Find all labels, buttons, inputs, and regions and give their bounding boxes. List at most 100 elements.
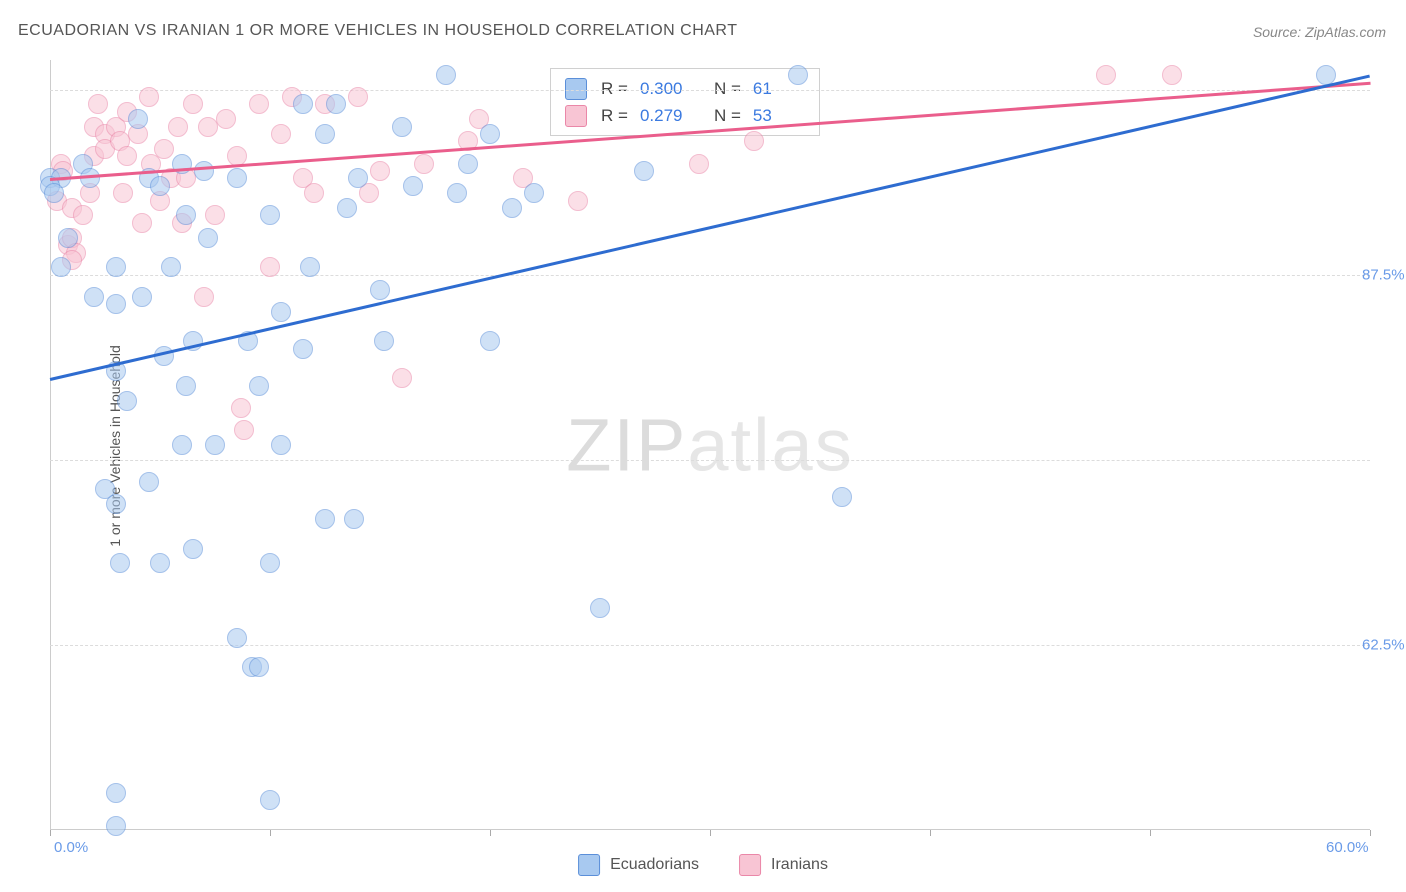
data-point: [271, 302, 291, 322]
data-point: [370, 161, 390, 181]
data-point: [348, 87, 368, 107]
data-point: [183, 539, 203, 559]
x-tick-label: 0.0%: [54, 839, 88, 856]
data-point: [80, 168, 100, 188]
gridline: [50, 460, 1370, 461]
data-point: [117, 391, 137, 411]
data-point: [227, 628, 247, 648]
data-point: [414, 154, 434, 174]
chart-title: ECUADORIAN VS IRANIAN 1 OR MORE VEHICLES…: [18, 22, 737, 40]
data-point: [447, 183, 467, 203]
data-point: [300, 257, 320, 277]
data-point: [293, 339, 313, 359]
n-label: N =: [714, 75, 741, 102]
data-point: [832, 487, 852, 507]
swatch-iranians: [565, 105, 587, 127]
data-point: [113, 183, 133, 203]
series-legend: Ecuadorians Iranians: [578, 854, 828, 876]
data-point: [315, 509, 335, 529]
y-tick-label: 87.5%: [1362, 266, 1405, 283]
data-point: [260, 257, 280, 277]
data-point: [689, 154, 709, 174]
x-tick: [270, 830, 271, 836]
gridline: [50, 90, 1370, 91]
data-point: [110, 553, 130, 573]
data-point: [234, 420, 254, 440]
data-point: [392, 368, 412, 388]
x-tick: [930, 830, 931, 836]
legend-label-iranians: Iranians: [771, 856, 828, 874]
data-point: [139, 472, 159, 492]
swatch-ecuadorians: [578, 854, 600, 876]
data-point: [590, 598, 610, 618]
swatch-iranians: [739, 854, 761, 876]
data-point: [374, 331, 394, 351]
data-point: [502, 198, 522, 218]
data-point: [168, 117, 188, 137]
data-point: [106, 816, 126, 836]
data-point: [392, 117, 412, 137]
legend-row-ecuadorians: R = 0.300 N = 61: [565, 75, 805, 102]
data-point: [172, 435, 192, 455]
data-point: [150, 176, 170, 196]
data-point: [154, 139, 174, 159]
r-label: R =: [601, 102, 628, 129]
data-point: [227, 168, 247, 188]
data-point: [788, 65, 808, 85]
legend-item-iranians: Iranians: [739, 854, 828, 876]
data-point: [58, 228, 78, 248]
x-tick: [1370, 830, 1371, 836]
data-point: [84, 287, 104, 307]
y-tick-label: 62.5%: [1362, 636, 1405, 653]
n-label: N =: [714, 102, 741, 129]
data-point: [183, 94, 203, 114]
data-point: [51, 257, 71, 277]
r-label: R =: [601, 75, 628, 102]
data-point: [403, 176, 423, 196]
x-tick: [1150, 830, 1151, 836]
gridline: [50, 275, 1370, 276]
data-point: [260, 790, 280, 810]
data-point: [88, 94, 108, 114]
data-point: [744, 131, 764, 151]
data-point: [458, 154, 478, 174]
x-tick: [490, 830, 491, 836]
data-point: [231, 398, 251, 418]
data-point: [194, 161, 214, 181]
data-point: [205, 205, 225, 225]
data-point: [370, 280, 390, 300]
data-point: [106, 294, 126, 314]
data-point: [132, 213, 152, 233]
data-point: [271, 124, 291, 144]
data-point: [326, 94, 346, 114]
data-point: [293, 94, 313, 114]
data-point: [568, 191, 588, 211]
data-point: [480, 124, 500, 144]
x-tick-label: 60.0%: [1326, 839, 1369, 856]
data-point: [524, 183, 544, 203]
data-point: [348, 168, 368, 188]
data-point: [260, 205, 280, 225]
data-point: [249, 94, 269, 114]
data-point: [128, 109, 148, 129]
data-point: [106, 783, 126, 803]
data-point: [106, 494, 126, 514]
data-point: [480, 331, 500, 351]
gridline: [50, 645, 1370, 646]
data-point: [176, 376, 196, 396]
data-point: [176, 205, 196, 225]
data-point: [344, 509, 364, 529]
legend-label-ecuadorians: Ecuadorians: [610, 856, 699, 874]
data-point: [44, 183, 64, 203]
legend-item-ecuadorians: Ecuadorians: [578, 854, 699, 876]
data-point: [304, 183, 324, 203]
data-point: [1096, 65, 1116, 85]
swatch-ecuadorians: [565, 78, 587, 100]
scatter-plot: ZIPatlas R = 0.300 N = 61 R = 0.279 N = …: [50, 60, 1370, 830]
data-point: [161, 257, 181, 277]
watermark-light: atlas: [687, 404, 853, 487]
data-point: [139, 87, 159, 107]
data-point: [315, 124, 335, 144]
data-point: [106, 257, 126, 277]
data-point: [73, 205, 93, 225]
